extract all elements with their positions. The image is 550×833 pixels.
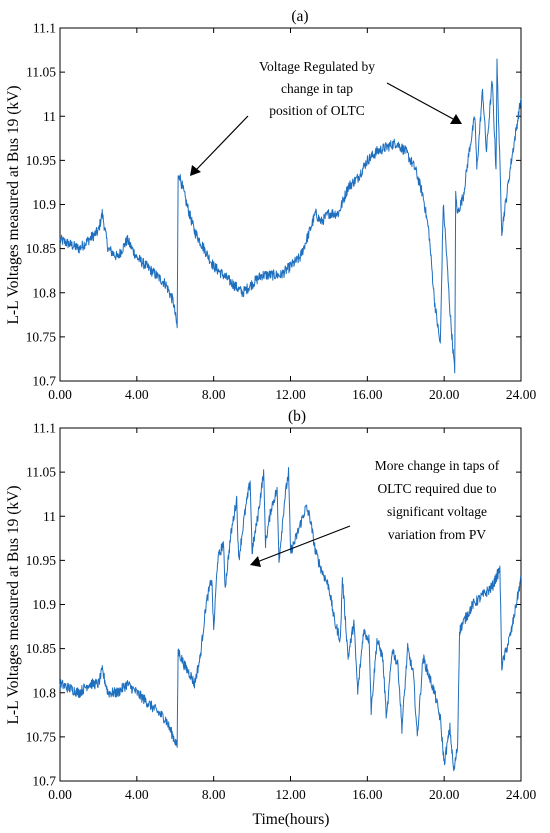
x-tick-label: 20.00 — [429, 787, 460, 802]
y-axis-label: L-L Voltages measured at Bus 19 (kV) — [5, 485, 22, 724]
y-tick-label: 10.7 — [32, 374, 56, 389]
annotation-line: Voltage Regulated by — [259, 59, 375, 74]
x-axis-label: Time(hours) — [253, 811, 330, 828]
y-tick-label: 11.05 — [26, 465, 56, 480]
y-tick-label: 10.9 — [32, 197, 56, 212]
annotation-arrowhead — [190, 165, 201, 176]
chart-title: (a) — [291, 8, 308, 25]
y-tick-label: 10.85 — [26, 641, 57, 656]
voltage-series-line — [59, 466, 522, 772]
x-tick-label: 24.00 — [506, 387, 537, 402]
y-tick-label: 11.1 — [33, 21, 56, 36]
y-tick-label: 11 — [43, 109, 56, 124]
y-axis-ticks: 10.7 10.75 10.8 10.85 10.9 10.95 11 11.05 11.1 — [26, 421, 521, 789]
annotation-arrow — [256, 525, 351, 563]
y-tick-label: 11.1 — [33, 421, 56, 436]
annotation-line: More change in taps of — [375, 458, 500, 473]
y-tick-label: 10.95 — [26, 553, 57, 568]
voltage-series-line — [59, 58, 522, 374]
annotation-line: OLTC required due to — [377, 481, 496, 496]
x-tick-label: 20.00 — [429, 387, 460, 402]
x-tick-label: 12.00 — [275, 387, 306, 402]
x-axis-ticks: 0.00 4.00 8.00 12.00 16.00 20.00 24.00 — [48, 28, 536, 402]
x-tick-label: 16.00 — [352, 387, 383, 402]
chart-panel-b: (b) 10.7 10.75 10.8 10.85 10.9 10.95 11 11.05 11… — [5, 408, 536, 828]
x-tick-label: 4.00 — [125, 387, 149, 402]
x-tick-label: 0.00 — [48, 387, 72, 402]
annotation-arrowhead — [450, 114, 462, 124]
x-tick-label: 4.00 — [125, 787, 149, 802]
y-tick-label: 11 — [43, 509, 56, 524]
chart-title: (b) — [288, 408, 306, 425]
annotation-arrow — [386, 82, 456, 121]
x-tick-label: 8.00 — [202, 787, 226, 802]
annotation-arrow — [195, 115, 249, 171]
x-tick-label: 0.00 — [48, 787, 72, 802]
x-tick-label: 8.00 — [202, 387, 226, 402]
y-axis-ticks: 10.7 10.75 10.8 10.85 10.9 10.95 11 11.05 11.1 — [26, 21, 521, 389]
x-tick-label: 12.00 — [275, 787, 306, 802]
y-tick-label: 10.7 — [32, 774, 56, 789]
chart-panel-a: (a) 10.7 10.75 10.8 10.85 10.9 10.95 11 11.05 11… — [5, 8, 536, 402]
x-tick-label: 24.00 — [506, 787, 537, 802]
y-tick-label: 10.75 — [26, 729, 57, 744]
annotation-line: significant voltage — [387, 504, 487, 519]
y-tick-label: 10.95 — [26, 153, 57, 168]
annotation: More change in taps of OLTC required due… — [250, 458, 500, 567]
y-axis-label: L-L Voltages measured at Bus 19 (kV) — [5, 85, 22, 324]
annotation-arrowhead — [250, 556, 261, 567]
annotation: Voltage Regulated by change in tap posit… — [190, 59, 462, 176]
annotation-line: change in tap — [281, 81, 353, 96]
y-tick-label: 10.9 — [32, 597, 56, 612]
y-tick-label: 10.8 — [32, 685, 56, 700]
x-axis-ticks: 0.00 4.00 8.00 12.00 16.00 20.00 24.00 — [48, 428, 536, 802]
y-tick-label: 10.75 — [26, 329, 57, 344]
y-tick-label: 10.8 — [32, 285, 56, 300]
x-tick-label: 16.00 — [352, 787, 383, 802]
annotation-line: position of OLTC — [269, 103, 365, 118]
annotation-line: variation from PV — [388, 527, 486, 542]
y-tick-label: 11.05 — [26, 65, 56, 80]
y-tick-label: 10.85 — [26, 241, 57, 256]
